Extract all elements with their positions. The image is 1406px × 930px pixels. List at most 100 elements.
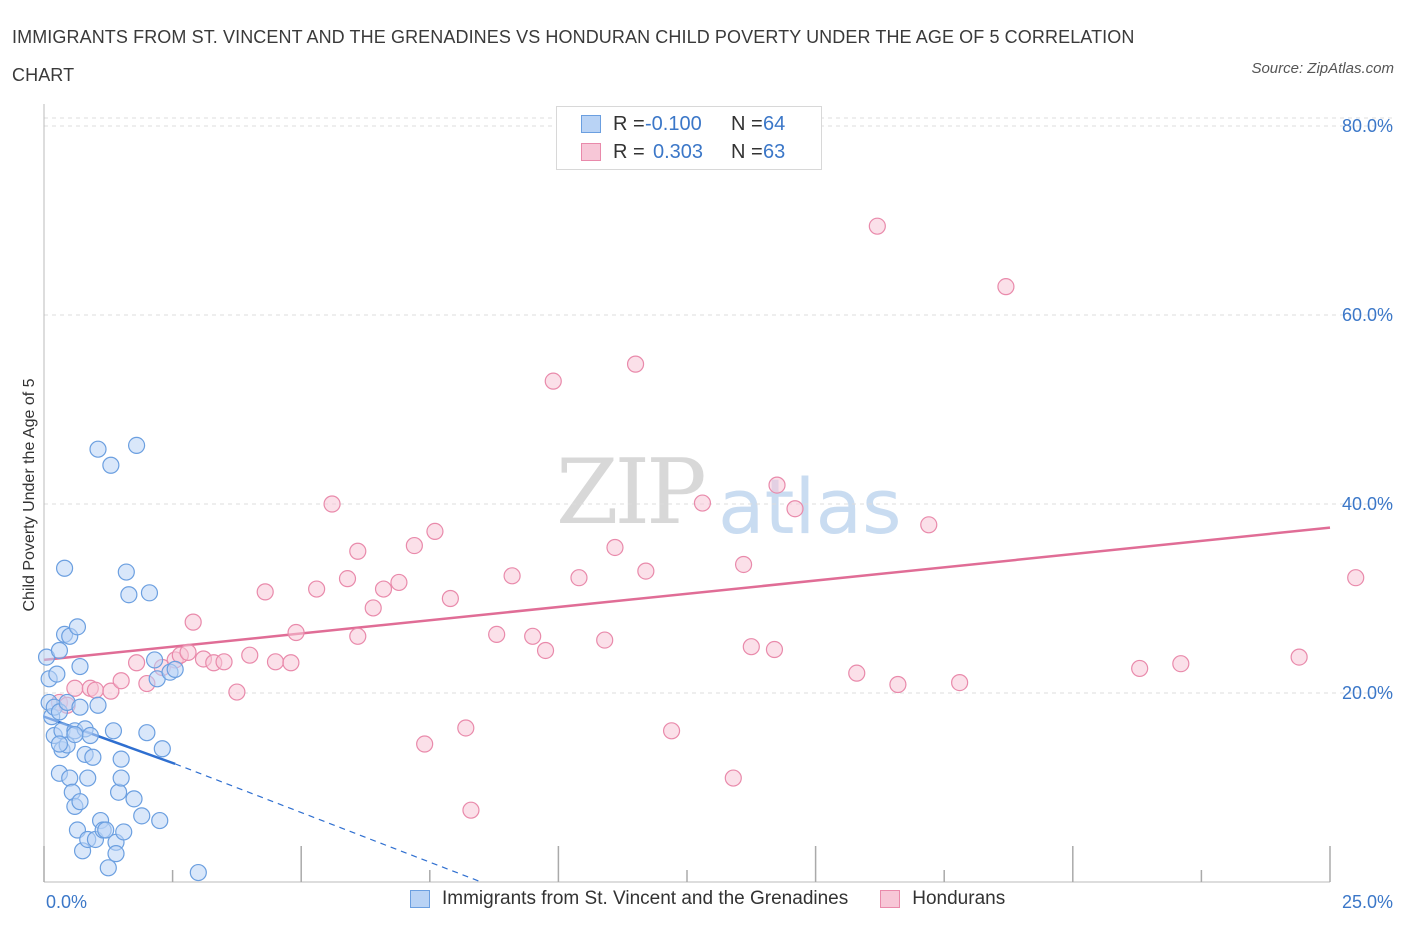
data-point-hondurans <box>308 580 326 598</box>
y-tick-label: 40.0% <box>1342 494 1393 514</box>
data-point-hondurans <box>405 536 423 555</box>
data-point-immigrants <box>61 769 79 787</box>
data-point-hondurans <box>889 675 907 694</box>
tick-labels: 20.0% 40.0% 60.0% 80.0% 0.0% 25.0% <box>46 116 1393 912</box>
data-point-hondurans <box>256 583 274 601</box>
n-value: 63 <box>763 140 786 163</box>
data-point-hondurans <box>462 801 480 819</box>
data-point-immigrants <box>120 586 138 604</box>
data-point-immigrants <box>79 769 97 787</box>
data-point-immigrants <box>71 657 89 676</box>
data-point-hondurans <box>503 567 521 585</box>
stats-row-immigrants: R = -0.100 N = 64 <box>581 111 785 137</box>
data-point-hondurans <box>693 494 712 512</box>
data-point-hondurans <box>349 542 367 560</box>
data-point-immigrants <box>50 641 69 660</box>
data-point-hondurans <box>416 735 434 753</box>
legend-item-hondurans: Hondurans <box>880 888 1005 910</box>
data-point-hondurans <box>637 562 655 580</box>
data-point-hondurans <box>951 674 969 692</box>
grid-lines <box>44 117 1392 694</box>
x-tick-label: 0.0% <box>46 892 87 912</box>
data-point-hondurans <box>765 640 784 659</box>
trend-line-hondurans <box>43 526 1331 662</box>
n-value: 64 <box>763 112 786 135</box>
pink-swatch-icon <box>880 890 901 908</box>
data-point-hondurans <box>426 522 444 541</box>
r-label: R = <box>613 112 645 135</box>
data-point-hondurans <box>570 569 588 587</box>
data-point-hondurans <box>323 495 341 513</box>
source-label: Source: ZipAtlas.com <box>1251 60 1394 77</box>
pink-swatch-icon <box>581 143 601 161</box>
data-point-hondurans <box>997 278 1015 296</box>
data-point-immigrants <box>133 807 151 825</box>
data-point-immigrants <box>145 651 164 669</box>
data-point-hondurans <box>287 623 305 642</box>
trend-line-dashed <box>174 763 482 883</box>
data-point-immigrants <box>66 725 84 744</box>
chart-title: IMMIGRANTS FROM ST. VINCENT AND THE GREN… <box>12 27 1135 85</box>
data-point-hondurans <box>626 355 645 373</box>
stats-row-hondurans: R = 0.303 N = 63 <box>581 139 785 165</box>
blue-swatch-icon <box>581 115 601 133</box>
data-point-hondurans <box>112 672 130 690</box>
data-point-immigrants <box>189 863 207 882</box>
stats-legend: R = -0.100 N = 64 R = 0.303 N = 63 <box>556 106 822 170</box>
data-point-immigrants <box>102 456 120 474</box>
data-point-hondurans <box>184 613 202 631</box>
data-point-hondurans <box>228 683 246 701</box>
data-point-immigrants <box>112 769 130 787</box>
data-point-hondurans <box>606 538 624 557</box>
data-point-hondurans <box>364 599 382 617</box>
data-point-immigrants <box>104 722 123 740</box>
data-point-immigrants <box>112 750 130 768</box>
n-label: N = <box>731 140 763 163</box>
data-point-hondurans <box>179 643 197 661</box>
data-point-hondurans <box>338 570 357 588</box>
n-label: N = <box>731 112 763 135</box>
data-point-hondurans <box>241 646 259 664</box>
data-point-immigrants <box>50 735 69 753</box>
y-tick-label: 80.0% <box>1342 116 1393 136</box>
data-point-hondurans <box>768 476 786 494</box>
data-point-hondurans <box>742 638 760 656</box>
data-point-hondurans <box>349 627 367 645</box>
y-tick-label: 20.0% <box>1342 683 1393 703</box>
watermark-zip: ZIP <box>556 440 707 545</box>
legend-item-immigrants: Immigrants from St. Vincent and the Gren… <box>410 888 848 910</box>
data-point-hondurans <box>734 555 753 574</box>
points-immigrants <box>37 436 207 882</box>
data-point-hondurans <box>390 573 408 592</box>
data-point-hondurans <box>544 372 562 390</box>
r-value: 0.303 <box>653 140 704 163</box>
data-point-immigrants <box>71 793 89 811</box>
x-tick-label: 25.0% <box>1342 892 1393 912</box>
blue-swatch-icon <box>410 890 430 908</box>
data-point-immigrants <box>140 584 159 602</box>
data-point-hondurans <box>127 654 146 672</box>
data-point-hondurans <box>920 516 938 534</box>
data-point-immigrants <box>166 660 184 678</box>
data-point-hondurans <box>662 722 681 740</box>
data-point-immigrants <box>99 859 117 877</box>
data-point-immigrants <box>138 724 156 742</box>
data-point-immigrants <box>81 726 99 745</box>
data-point-hondurans <box>1172 655 1190 673</box>
y-axis-label: Child Poverty Under the Age of 5 <box>21 378 38 611</box>
data-point-hondurans <box>102 682 120 700</box>
series-legend: Immigrants from St. Vincent and the Gren… <box>410 888 1037 910</box>
data-point-hondurans <box>786 500 804 518</box>
data-point-immigrants <box>84 748 102 766</box>
points-hondurans <box>50 217 1365 819</box>
r-value: -0.100 <box>645 112 702 135</box>
data-point-hondurans <box>1347 569 1365 587</box>
data-point-hondurans <box>524 627 542 645</box>
trend-line-solid <box>43 526 1331 662</box>
data-point-hondurans <box>441 589 459 608</box>
data-point-hondurans <box>1290 648 1308 666</box>
data-point-immigrants <box>68 618 87 636</box>
data-point-immigrants <box>115 823 133 841</box>
data-point-hondurans <box>86 681 105 699</box>
